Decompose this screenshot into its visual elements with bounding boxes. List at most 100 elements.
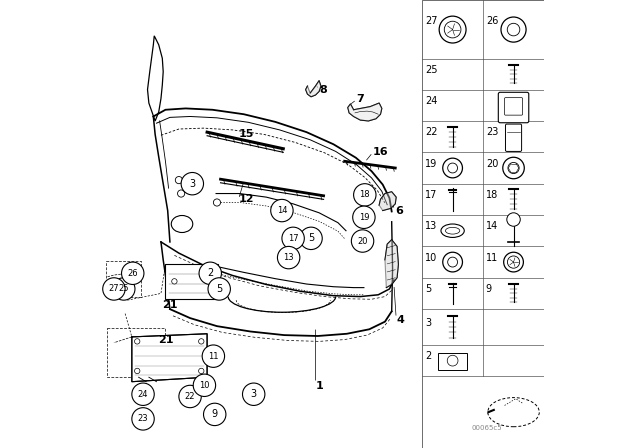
Text: 27: 27 bbox=[109, 284, 119, 293]
Polygon shape bbox=[379, 192, 396, 211]
Circle shape bbox=[503, 157, 524, 179]
Circle shape bbox=[199, 262, 221, 284]
Text: 19: 19 bbox=[358, 213, 369, 222]
Text: 13: 13 bbox=[425, 221, 437, 231]
Circle shape bbox=[448, 163, 458, 173]
Circle shape bbox=[443, 158, 463, 178]
Text: 22: 22 bbox=[185, 392, 195, 401]
Text: 15: 15 bbox=[239, 129, 254, 139]
Text: 9: 9 bbox=[212, 409, 218, 419]
Text: 11: 11 bbox=[208, 352, 219, 361]
Circle shape bbox=[278, 246, 300, 269]
Circle shape bbox=[113, 278, 135, 300]
Text: 20: 20 bbox=[486, 159, 498, 168]
Text: 12: 12 bbox=[239, 194, 254, 204]
FancyBboxPatch shape bbox=[438, 353, 467, 370]
Ellipse shape bbox=[445, 228, 460, 234]
Text: 19: 19 bbox=[425, 159, 437, 168]
Ellipse shape bbox=[488, 398, 540, 426]
Polygon shape bbox=[306, 81, 321, 97]
Text: 24: 24 bbox=[425, 96, 437, 106]
Circle shape bbox=[103, 278, 125, 300]
Text: 26: 26 bbox=[127, 269, 138, 278]
Text: 17: 17 bbox=[288, 234, 298, 243]
Circle shape bbox=[282, 227, 305, 250]
Circle shape bbox=[444, 21, 461, 38]
Circle shape bbox=[501, 17, 526, 42]
Circle shape bbox=[132, 408, 154, 430]
Text: 2: 2 bbox=[207, 268, 213, 278]
Ellipse shape bbox=[441, 224, 464, 237]
Text: 3: 3 bbox=[251, 389, 257, 399]
Circle shape bbox=[207, 279, 213, 284]
Circle shape bbox=[354, 184, 376, 206]
FancyBboxPatch shape bbox=[165, 264, 218, 299]
Text: 23: 23 bbox=[486, 127, 498, 137]
Text: 2: 2 bbox=[425, 351, 431, 361]
Circle shape bbox=[508, 256, 520, 268]
Circle shape bbox=[208, 278, 230, 300]
Circle shape bbox=[202, 345, 225, 367]
Circle shape bbox=[193, 374, 216, 396]
Text: 20: 20 bbox=[357, 237, 368, 246]
Circle shape bbox=[443, 252, 463, 272]
Text: 11: 11 bbox=[486, 253, 498, 263]
Text: 18: 18 bbox=[360, 190, 370, 199]
FancyBboxPatch shape bbox=[504, 98, 522, 115]
Polygon shape bbox=[385, 240, 398, 288]
Circle shape bbox=[504, 252, 524, 272]
Circle shape bbox=[508, 163, 519, 173]
Circle shape bbox=[175, 177, 182, 184]
Text: 27: 27 bbox=[425, 16, 437, 26]
Text: 25: 25 bbox=[118, 284, 129, 293]
FancyBboxPatch shape bbox=[506, 124, 522, 151]
Polygon shape bbox=[348, 103, 382, 121]
Circle shape bbox=[439, 16, 466, 43]
Text: 14: 14 bbox=[486, 221, 498, 231]
Text: 13: 13 bbox=[284, 253, 294, 262]
Text: 00065c5: 00065c5 bbox=[471, 425, 502, 431]
Circle shape bbox=[507, 213, 520, 226]
FancyBboxPatch shape bbox=[499, 92, 529, 123]
Text: 8: 8 bbox=[319, 85, 327, 95]
Text: 26: 26 bbox=[486, 16, 498, 26]
Text: 4: 4 bbox=[396, 315, 404, 325]
Circle shape bbox=[181, 172, 204, 195]
Text: 3: 3 bbox=[189, 179, 195, 189]
Text: 9: 9 bbox=[486, 284, 492, 294]
Circle shape bbox=[353, 206, 375, 228]
Text: 7: 7 bbox=[356, 95, 365, 104]
Circle shape bbox=[177, 190, 185, 197]
Circle shape bbox=[122, 262, 144, 284]
Text: 10: 10 bbox=[425, 253, 437, 263]
Circle shape bbox=[300, 227, 323, 250]
Circle shape bbox=[198, 368, 204, 374]
Circle shape bbox=[132, 383, 154, 405]
Circle shape bbox=[172, 279, 177, 284]
Circle shape bbox=[198, 339, 204, 344]
Text: 14: 14 bbox=[276, 206, 287, 215]
Text: 6: 6 bbox=[396, 206, 403, 215]
Polygon shape bbox=[148, 36, 163, 121]
Circle shape bbox=[134, 368, 140, 374]
Text: 21: 21 bbox=[158, 335, 173, 345]
Circle shape bbox=[271, 199, 293, 222]
Circle shape bbox=[213, 199, 221, 206]
Circle shape bbox=[351, 230, 374, 252]
Ellipse shape bbox=[172, 215, 193, 233]
Polygon shape bbox=[132, 334, 207, 382]
Text: 23: 23 bbox=[138, 414, 148, 423]
Text: 24: 24 bbox=[138, 390, 148, 399]
Text: 5: 5 bbox=[425, 284, 431, 294]
Circle shape bbox=[508, 23, 520, 36]
Text: 5: 5 bbox=[308, 233, 314, 243]
Text: 5: 5 bbox=[216, 284, 222, 294]
Circle shape bbox=[179, 385, 201, 408]
Text: 22: 22 bbox=[425, 127, 437, 137]
Circle shape bbox=[448, 257, 458, 267]
Text: 16: 16 bbox=[373, 147, 388, 157]
Circle shape bbox=[243, 383, 265, 405]
Text: 21: 21 bbox=[163, 300, 178, 310]
Circle shape bbox=[134, 339, 140, 344]
Text: 3: 3 bbox=[425, 318, 431, 327]
